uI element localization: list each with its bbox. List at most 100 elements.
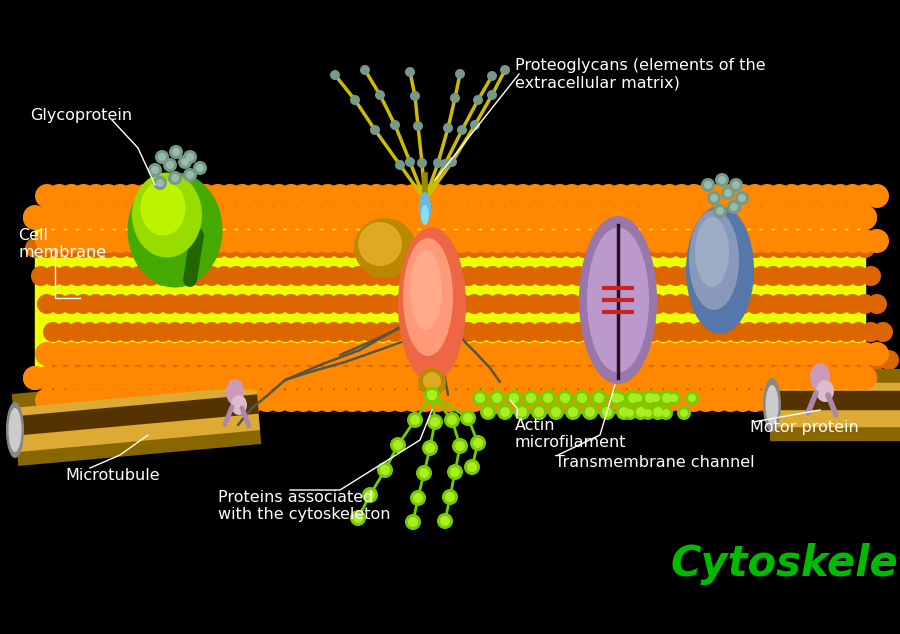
Circle shape [547,388,572,412]
Circle shape [511,205,536,229]
Circle shape [316,342,339,366]
Circle shape [324,322,344,342]
Ellipse shape [695,217,729,287]
Circle shape [831,238,850,258]
Circle shape [672,238,692,258]
Circle shape [718,342,742,366]
Circle shape [706,366,731,390]
Circle shape [440,238,460,258]
Circle shape [186,171,194,179]
Circle shape [597,388,620,412]
Circle shape [480,404,496,420]
Circle shape [48,366,71,390]
Circle shape [190,266,210,286]
Circle shape [507,266,527,286]
Circle shape [353,342,376,366]
Circle shape [742,184,767,208]
Circle shape [471,266,491,286]
Circle shape [548,206,572,230]
Circle shape [256,350,276,370]
Circle shape [158,206,181,230]
Circle shape [755,366,779,390]
Circle shape [628,393,638,403]
Circle shape [426,342,450,366]
Circle shape [715,173,729,187]
Circle shape [670,184,694,208]
Circle shape [742,342,767,366]
Circle shape [68,322,87,342]
Circle shape [219,206,242,230]
Circle shape [755,366,779,390]
Circle shape [641,406,655,420]
Circle shape [816,342,841,366]
Circle shape [108,388,132,412]
Circle shape [560,342,584,366]
Circle shape [690,322,710,342]
Circle shape [611,238,631,258]
Circle shape [121,206,145,230]
Circle shape [440,159,450,169]
Circle shape [513,238,533,258]
Circle shape [316,205,340,229]
Circle shape [348,266,368,286]
Circle shape [145,184,169,208]
Circle shape [336,322,356,342]
Circle shape [464,238,484,258]
Circle shape [79,322,100,342]
Circle shape [61,238,82,258]
Circle shape [555,322,576,342]
Circle shape [110,294,130,314]
Circle shape [330,294,350,314]
Circle shape [96,388,120,412]
Ellipse shape [140,181,185,235]
Circle shape [464,294,484,314]
Circle shape [303,342,328,366]
Circle shape [792,184,815,208]
Circle shape [226,266,247,286]
Circle shape [364,206,389,230]
Circle shape [694,205,718,229]
Circle shape [598,238,618,258]
Circle shape [739,322,759,342]
Circle shape [195,350,215,370]
Circle shape [385,266,405,286]
Text: Glycoprotein: Glycoprotein [30,108,132,123]
Circle shape [434,322,454,342]
Circle shape [537,350,557,370]
Circle shape [360,65,370,75]
Circle shape [389,342,413,366]
Circle shape [584,366,608,390]
Circle shape [621,229,645,253]
Circle shape [279,184,303,208]
Circle shape [183,168,197,182]
Circle shape [377,388,400,412]
Circle shape [860,322,881,342]
Circle shape [367,238,387,258]
Circle shape [350,510,366,526]
Circle shape [474,206,499,230]
Circle shape [641,322,662,342]
Circle shape [855,350,875,370]
Circle shape [425,443,435,453]
Circle shape [642,390,658,406]
Circle shape [171,294,192,314]
Circle shape [565,404,581,420]
Circle shape [153,266,173,286]
Circle shape [779,366,804,390]
Circle shape [166,266,185,286]
Circle shape [853,205,877,229]
Circle shape [153,322,173,342]
Circle shape [300,322,319,342]
Circle shape [133,366,157,390]
Circle shape [779,184,804,208]
Circle shape [853,206,877,230]
Ellipse shape [226,379,244,405]
Circle shape [487,229,510,253]
Circle shape [47,184,71,208]
Circle shape [577,393,587,403]
Circle shape [165,322,185,342]
Ellipse shape [579,216,657,384]
Circle shape [659,390,675,406]
Circle shape [59,206,84,230]
Circle shape [43,322,63,342]
